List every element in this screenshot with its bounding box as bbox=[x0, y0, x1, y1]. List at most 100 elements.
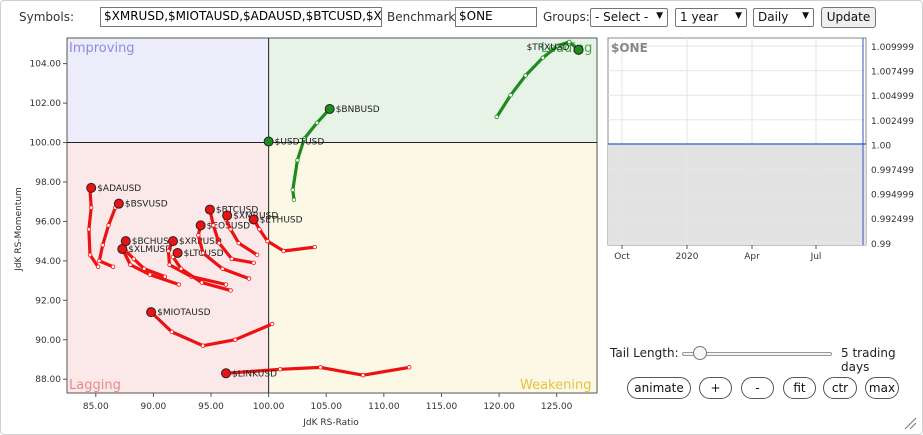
tail-adausd[interactable]: $ADAUSD bbox=[86, 182, 142, 269]
head-marker-ethusd[interactable] bbox=[248, 214, 259, 225]
tail-point bbox=[291, 197, 297, 202]
tail-point bbox=[269, 321, 275, 327]
tail-point bbox=[178, 266, 184, 271]
tail-point bbox=[220, 266, 225, 271]
update-button[interactable]: Update bbox=[821, 7, 876, 28]
tail-point bbox=[233, 337, 238, 342]
mini-x-tick-label: Jul bbox=[810, 252, 822, 262]
tail-point bbox=[228, 288, 233, 293]
symbol-label-bchusd: $BCHUSD bbox=[132, 237, 176, 247]
tail-point bbox=[88, 205, 94, 210]
benchmark-input[interactable]: $ONE bbox=[455, 7, 537, 27]
mini-y-tick-label: 1.004999 bbox=[871, 92, 914, 102]
tail-point bbox=[211, 223, 216, 228]
mini-y-tick-label: 0.99 bbox=[871, 240, 891, 250]
center-button[interactable]: ctr bbox=[823, 377, 857, 399]
period-select[interactable]: 1 year ▼ bbox=[675, 8, 747, 27]
symbol-label-bnbusd: $BNBUSD bbox=[336, 105, 380, 115]
x-tick-label: 100.00 bbox=[253, 402, 285, 412]
x-tick-label: 120.00 bbox=[483, 402, 515, 412]
tail-point bbox=[508, 92, 513, 98]
benchmark-label: Benchmark: bbox=[387, 10, 460, 24]
tail-point bbox=[131, 256, 137, 262]
mini-chart-shade bbox=[608, 145, 866, 245]
tail-point bbox=[314, 120, 320, 126]
symbol-label-miotausd: $MIOTAUSD bbox=[157, 308, 210, 318]
x-axis-ticks: 85.00 90.00 95.00 100.00 105.00 110.00 115.00 1… bbox=[83, 393, 573, 412]
tail-trxusd[interactable]: $TRXUSD bbox=[494, 39, 584, 120]
tail-point bbox=[110, 264, 116, 269]
mini-y-tick-label: 0.994999 bbox=[871, 191, 914, 201]
mini-chart-y-ticks: 1.009999 1.007499 1.004999 1.002499 1.00 0.99… bbox=[871, 43, 914, 250]
head-marker-xmrusd[interactable] bbox=[222, 210, 233, 221]
groups-select-value: - Select - bbox=[595, 10, 649, 24]
tail-length-track[interactable] bbox=[682, 352, 832, 356]
zoom-out-button[interactable]: - bbox=[741, 377, 774, 399]
head-marker-ltcusd[interactable] bbox=[172, 247, 183, 258]
tail-point bbox=[200, 343, 206, 348]
tail-point bbox=[95, 264, 101, 269]
head-marker-adausd[interactable] bbox=[86, 182, 97, 193]
tail-point bbox=[128, 262, 133, 268]
mini-y-tick-label: 0.997499 bbox=[871, 166, 914, 176]
tail-point bbox=[318, 365, 323, 370]
tail-ethusd[interactable]: $ETHUSD bbox=[248, 214, 317, 254]
tail-point bbox=[277, 367, 283, 372]
tail-point bbox=[229, 256, 234, 262]
tail-length-value: 5 trading days bbox=[841, 346, 896, 374]
x-tick-label: 110.00 bbox=[368, 402, 400, 412]
tail-point bbox=[265, 238, 270, 244]
y-tick-label: 88.00 bbox=[35, 375, 61, 385]
tail-btcusd[interactable]: $BTCUSD bbox=[204, 204, 258, 266]
symbol-label-usdtusd: $USDTUSD bbox=[275, 138, 325, 148]
y-tick-label: 96.00 bbox=[35, 217, 61, 227]
head-marker-usdtusd[interactable] bbox=[263, 136, 274, 147]
rrg-chart: Improving Leading Lagging Weakening 85.0… bbox=[14, 37, 914, 428]
tail-usdtusd[interactable]: $USDTUSD bbox=[263, 136, 325, 148]
tail-point bbox=[106, 223, 111, 228]
tail-xlmusd[interactable]: $XLMUSD bbox=[117, 244, 172, 279]
head-marker-bsvusd[interactable] bbox=[113, 198, 124, 209]
tail-bsvusd[interactable]: $BSVUSD bbox=[97, 198, 168, 269]
tail-point bbox=[302, 136, 307, 141]
tail-point bbox=[312, 244, 317, 250]
x-axis-title: JdK RS-Ratio bbox=[302, 418, 359, 428]
tail-point bbox=[147, 272, 153, 277]
tail-miotausd[interactable]: $MIOTAUSD bbox=[146, 307, 275, 348]
tail-linkusd[interactable]: $LINKUSD bbox=[221, 365, 412, 380]
tail-point bbox=[169, 329, 175, 335]
resize-grip-icon[interactable] bbox=[903, 416, 917, 430]
fit-button[interactable]: fit bbox=[783, 377, 816, 399]
head-marker-xlmusd[interactable] bbox=[117, 244, 128, 255]
tail-point bbox=[295, 158, 300, 163]
animate-button[interactable]: animate bbox=[627, 377, 691, 399]
symbols-input[interactable]: $XMRUSD,$MIOTAUSD,$ADAUSD,$BTCUSD,$XR bbox=[100, 7, 382, 27]
tail-point bbox=[567, 39, 572, 45]
tail-point bbox=[100, 242, 105, 248]
toolbar: Symbols: $XMRUSD,$MIOTAUSD,$ADAUSD,$BTCU… bbox=[1, 6, 922, 30]
tail-point bbox=[290, 187, 296, 193]
quadrant-labels: Improving Leading Lagging Weakening bbox=[69, 41, 592, 393]
head-marker-linkusd[interactable] bbox=[221, 368, 231, 379]
zoom-in-button[interactable]: + bbox=[699, 377, 732, 399]
tail-point bbox=[228, 227, 233, 232]
head-marker-xrpusd[interactable] bbox=[168, 236, 178, 247]
head-marker-miotausd[interactable] bbox=[146, 307, 157, 318]
y-tick-label: 98.00 bbox=[35, 178, 61, 188]
head-marker-trxusd[interactable] bbox=[573, 44, 584, 55]
tail-bnbusd[interactable]: $BNBUSD bbox=[290, 104, 380, 202]
head-marker-eosusd[interactable] bbox=[195, 220, 206, 231]
tail-point bbox=[167, 262, 172, 268]
frequency-select[interactable]: Daily ▼ bbox=[753, 8, 814, 27]
rrg-tails: $TRXUSD $BNBUSD $USDTUSD $ADAUSD $BSVUSD $BCH… bbox=[86, 39, 584, 380]
tail-point bbox=[257, 227, 262, 232]
groups-select[interactable]: - Select - ▼ bbox=[590, 8, 668, 27]
tail-length-slider-thumb[interactable] bbox=[693, 346, 707, 360]
quadrant-label-lagging: Lagging bbox=[69, 378, 121, 393]
head-marker-bnbusd[interactable] bbox=[324, 104, 335, 114]
head-marker-btcusd[interactable] bbox=[204, 204, 215, 215]
max-button[interactable]: max bbox=[865, 377, 899, 399]
plot-border bbox=[66, 37, 598, 394]
y-tick-label: 92.00 bbox=[35, 296, 61, 306]
tail-point bbox=[176, 282, 181, 287]
